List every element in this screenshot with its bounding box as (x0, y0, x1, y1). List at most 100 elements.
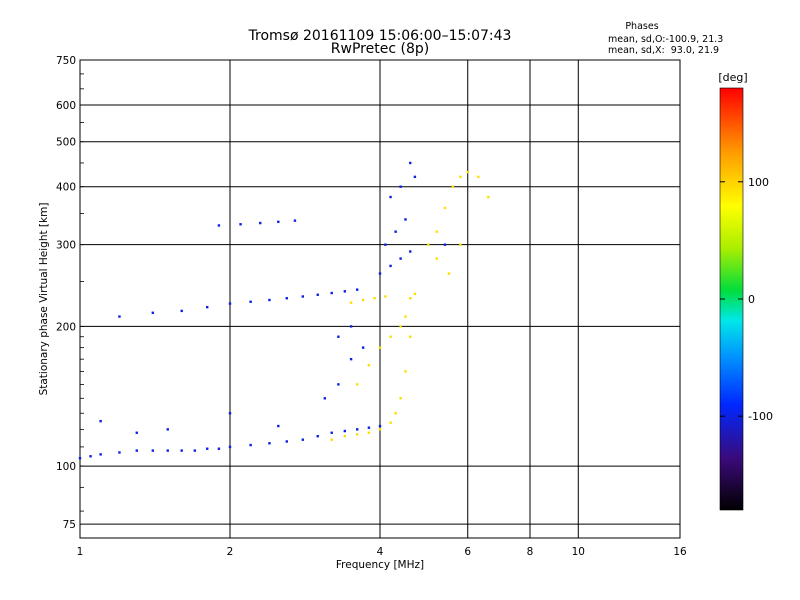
phase-stats-heading: Phases (625, 21, 658, 32)
data-point-o (349, 357, 353, 361)
data-point-x (427, 243, 430, 246)
data-point-x (361, 298, 365, 302)
data-point-o (285, 297, 288, 300)
data-points (78, 161, 490, 460)
data-point-o (378, 424, 382, 428)
data-point-o (135, 449, 138, 452)
data-point-x (435, 230, 438, 233)
data-point-o (316, 293, 319, 296)
data-point-o (180, 449, 183, 452)
data-point-o (404, 218, 407, 221)
data-point-x (349, 301, 353, 304)
y-tick-label: 750 (56, 55, 76, 67)
data-point-o (301, 438, 305, 441)
data-point-o (323, 397, 327, 400)
data-point-x (355, 433, 359, 436)
data-point-o (239, 223, 242, 226)
data-point-o (193, 449, 197, 452)
data-point-x (394, 412, 397, 415)
data-point-x (355, 383, 359, 386)
data-point-o (355, 288, 359, 291)
x-axis-label: Frequency [MHz] (336, 559, 424, 571)
data-point-x (466, 170, 469, 174)
data-point-o (78, 457, 82, 460)
data-point-o (268, 442, 271, 445)
data-point-o (205, 305, 209, 309)
data-point-o (166, 428, 169, 431)
data-point-o (259, 221, 262, 225)
data-point-o (394, 230, 397, 233)
x-tick-label: 16 (673, 546, 687, 558)
data-point-x (409, 297, 412, 300)
colorbar-tick-label: 100 (748, 176, 769, 189)
data-point-o (217, 447, 221, 450)
y-tick-label: 300 (56, 240, 76, 252)
data-point-o (89, 455, 92, 458)
data-point-o (135, 431, 138, 434)
data-point-x (389, 421, 392, 424)
data-point-o (285, 440, 288, 443)
data-point-o (343, 429, 347, 433)
x-tick-label: 6 (464, 546, 471, 558)
data-point-o (349, 325, 353, 328)
data-point-x (404, 370, 407, 373)
data-point-x (378, 428, 382, 431)
data-point-o (277, 220, 280, 224)
data-point-x (373, 297, 376, 300)
data-point-o (378, 272, 382, 275)
data-point-o (399, 185, 402, 188)
data-point-o (355, 428, 359, 431)
data-point-x (451, 185, 455, 188)
data-point-x (330, 438, 333, 441)
data-point-x (367, 363, 371, 367)
chart-subtitle: RwPretec (8p) (331, 41, 429, 57)
y-tick-label: 400 (56, 182, 76, 194)
data-point-x (413, 292, 417, 296)
data-point-o (301, 295, 305, 298)
data-point-o (330, 291, 333, 295)
x-tick-label: 2 (227, 546, 234, 558)
data-point-x (435, 257, 438, 260)
y-tick-label: 600 (56, 100, 76, 112)
data-point-o (413, 175, 417, 179)
x-tick-label: 10 (572, 546, 585, 558)
data-point-o (367, 426, 371, 429)
data-point-o (337, 383, 340, 386)
y-tick-label: 100 (56, 461, 76, 473)
colorbar-ticks: 100 0 -100 (720, 176, 773, 423)
data-point-x (487, 195, 490, 199)
data-point-o (118, 315, 121, 318)
data-point-o (268, 298, 271, 302)
data-point-o (249, 443, 252, 447)
data-point-o (217, 224, 221, 227)
data-point-x (443, 206, 447, 210)
data-point-o (99, 419, 102, 423)
data-point-o (151, 449, 155, 452)
data-point-o (343, 290, 347, 293)
data-point-o (389, 195, 392, 199)
data-point-o (99, 453, 102, 456)
data-point-o (228, 445, 232, 449)
x-tick-label: 8 (527, 546, 534, 558)
colorbar-title: [deg] (718, 71, 747, 84)
data-point-o (228, 302, 232, 305)
x-axis-ticks: 1 2 4 6 8 10 16 (77, 546, 687, 558)
data-point-x (459, 243, 462, 246)
data-point-o (205, 447, 209, 450)
data-point-o (443, 243, 447, 246)
data-point-o (180, 309, 183, 313)
colorbar-tick-label: 0 (748, 293, 755, 306)
data-point-o (384, 243, 387, 246)
data-point-x (399, 325, 402, 328)
data-point-x (389, 335, 392, 338)
x-tick-label: 1 (77, 546, 84, 558)
data-point-x (367, 431, 371, 434)
data-point-o (316, 434, 319, 438)
grid-lines (80, 60, 680, 538)
y-tick-label: 200 (56, 321, 76, 333)
data-point-x (343, 434, 347, 438)
data-point-o (337, 335, 340, 338)
y-axis-label: Stationary phase Virtual Height [km] (38, 203, 50, 396)
data-point-x (459, 175, 462, 179)
y-tick-label: 75 (63, 519, 76, 531)
